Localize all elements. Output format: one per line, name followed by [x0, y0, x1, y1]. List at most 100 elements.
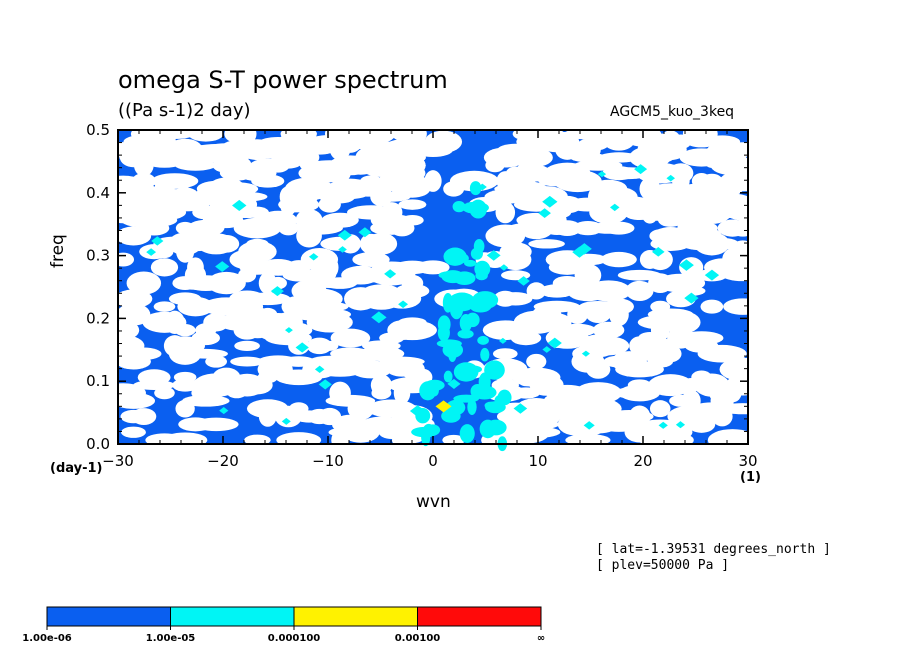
power-diamond [678, 259, 694, 271]
ridge-patch [437, 324, 450, 342]
colorbar-label: 0.000100 [268, 633, 321, 644]
ridge-patch [477, 335, 489, 345]
low-power-patch [278, 220, 299, 236]
low-power-patch [648, 374, 693, 397]
power-diamond [517, 276, 530, 286]
latitude-annotation: [ lat=-1.39531 degrees_north ] [596, 542, 831, 557]
low-power-patch [519, 148, 553, 167]
low-power-patch [205, 355, 227, 368]
power-diamond [547, 337, 562, 349]
power-diamond [658, 421, 668, 429]
low-power-patch [177, 296, 214, 317]
low-power-patch [131, 408, 157, 425]
power-diamond [281, 417, 291, 425]
low-power-patch [394, 180, 431, 198]
power-diamond [447, 378, 461, 389]
low-power-patch [244, 434, 271, 446]
low-power-patch [237, 124, 257, 144]
power-diamond [318, 379, 332, 390]
ridge-patch [464, 259, 477, 267]
low-power-patch [308, 308, 352, 321]
low-power-patch [495, 201, 516, 224]
power-diamond [538, 208, 551, 218]
low-power-patch [558, 323, 597, 337]
low-power-patch [258, 272, 277, 295]
power-diamond [666, 174, 675, 182]
low-power-patch [449, 170, 499, 192]
power-diamond [486, 250, 501, 261]
low-power-patch [603, 298, 634, 315]
low-power-patch [700, 299, 724, 314]
y-tick-label: 0.5 [86, 121, 110, 139]
y-tick-label: 0.0 [86, 435, 110, 453]
low-power-patch [399, 155, 426, 176]
peak-marker [435, 400, 452, 413]
y-unit-label: (day-1) [50, 461, 103, 476]
colorbar-label: 1.00e-06 [22, 633, 72, 644]
low-power-patch [387, 320, 437, 341]
power-diamond [215, 261, 230, 273]
low-power-patch [610, 283, 628, 299]
ridge-patch [475, 271, 488, 281]
low-power-patch [137, 369, 171, 386]
low-power-patch [276, 432, 322, 448]
ridge-patch [465, 312, 480, 328]
low-power-patch [492, 348, 518, 360]
power-diamond [704, 269, 720, 281]
low-power-patch [729, 258, 757, 277]
low-power-patch [321, 212, 359, 228]
power-diamond [285, 327, 293, 334]
low-power-patch [424, 170, 442, 192]
ridge-patch [497, 389, 512, 406]
low-power-patch [162, 432, 208, 448]
x-tick-label: 20 [633, 452, 652, 470]
low-power-patch [729, 158, 757, 172]
power-diamond [583, 421, 595, 430]
power-diamond [542, 195, 558, 208]
low-power-patch [526, 353, 547, 370]
power-diamond [308, 253, 319, 261]
low-power-patch [111, 392, 156, 409]
power-diamond [146, 248, 157, 256]
low-power-patch [269, 276, 287, 290]
low-power-patch [172, 378, 198, 392]
low-power-patch [553, 220, 582, 236]
power-diamond [232, 199, 247, 212]
low-power-patch [679, 331, 724, 345]
low-power-patch [380, 202, 403, 223]
power-diamond [498, 337, 507, 344]
ridge-patch [472, 291, 499, 309]
low-power-patch [320, 256, 339, 279]
low-power-patch [116, 303, 151, 326]
power-diamond [651, 246, 665, 257]
low-power-patch [121, 426, 146, 438]
colorbar-swatch [417, 606, 542, 627]
ridge-patch [459, 424, 475, 444]
low-power-patch [330, 328, 371, 348]
power-diamond [314, 365, 325, 373]
low-power-patch [360, 175, 382, 187]
power-diamond [219, 407, 229, 415]
power-diamond [384, 269, 397, 279]
low-power-patch [627, 379, 652, 391]
low-power-patch [574, 263, 602, 287]
power-diamond [409, 405, 426, 417]
low-power-patch [170, 187, 200, 207]
low-power-patch [659, 345, 682, 363]
ridge-patch [445, 399, 466, 416]
ridge-patch [480, 347, 490, 362]
low-power-patch [600, 251, 637, 268]
power-diamond [684, 292, 699, 304]
ridge-patch [464, 365, 482, 374]
low-power-patch [310, 301, 349, 312]
low-power-patch [347, 397, 374, 421]
colorbar-label: ∞ [537, 633, 545, 644]
low-power-patch [193, 417, 239, 432]
power-diamond [398, 300, 409, 309]
y-tick-label: 0.4 [86, 184, 110, 202]
low-power-patch [586, 360, 611, 379]
low-power-patch [321, 340, 339, 351]
ridge-patch [484, 360, 505, 380]
x-axis-title: wvn [416, 492, 451, 512]
y-tick-label: 0.1 [86, 372, 110, 390]
